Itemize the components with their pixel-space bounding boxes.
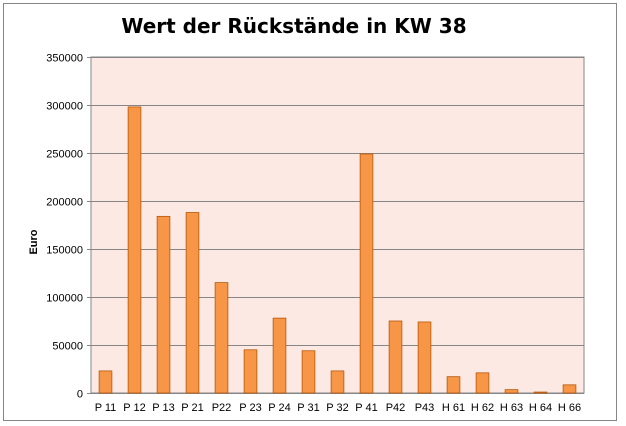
- bar: [243, 349, 258, 394]
- chart-title: Wert der Rückstände in KW 38: [121, 14, 467, 38]
- plot-area: [90, 56, 585, 394]
- y-tick-label: 150000: [46, 245, 83, 257]
- bar: [185, 212, 200, 394]
- y-axis-label: Euro: [28, 229, 40, 254]
- x-tick-label: P 24: [268, 402, 290, 414]
- y-tick-label: 50000: [52, 341, 83, 353]
- y-tick-label: 300000: [46, 101, 83, 113]
- bar: [533, 391, 548, 394]
- bar: [98, 370, 113, 394]
- x-tick-label: P 32: [326, 402, 348, 414]
- x-tick-label: P 11: [95, 402, 117, 414]
- bar: [359, 153, 374, 394]
- x-tick-label: P 13: [152, 402, 174, 414]
- x-tick-label: P 21: [181, 402, 203, 414]
- bar: [388, 320, 403, 394]
- bar: [156, 215, 171, 394]
- bar: [504, 389, 519, 394]
- bar: [475, 372, 490, 394]
- y-tick-label: 350000: [46, 53, 83, 65]
- y-tick-label: 250000: [46, 149, 83, 161]
- y-tick-label: 0: [77, 389, 83, 401]
- x-tick-label: H 62: [471, 402, 494, 414]
- x-tick-label: H 61: [442, 402, 465, 414]
- x-tick-label: P 31: [297, 402, 319, 414]
- x-tick-label: H 63: [500, 402, 523, 414]
- x-tick-label: P22: [212, 402, 232, 414]
- x-tick-label: P 23: [239, 402, 261, 414]
- x-tick-label: P 41: [355, 402, 377, 414]
- bar: [127, 106, 142, 394]
- bar: [272, 317, 287, 394]
- bar-chart: 0 50000 100000 150000 200000 250000 300000 3500…: [28, 53, 585, 414]
- bar: [417, 321, 432, 394]
- x-tick-label: P 12: [123, 402, 145, 414]
- x-tick-label: P43: [415, 402, 435, 414]
- bar: [562, 384, 577, 394]
- chart-area: Wert der Rückstände in KW 38 0 50000 10000…: [3, 3, 617, 421]
- bar: [330, 370, 345, 394]
- bar: [301, 350, 316, 394]
- x-tick-label: H 66: [558, 402, 581, 414]
- y-tick-label: 200000: [46, 197, 83, 209]
- bar: [214, 282, 229, 394]
- x-tick-label: P42: [386, 402, 406, 414]
- bar: [446, 376, 461, 394]
- x-tick-label: H 64: [529, 402, 552, 414]
- y-tick-label: 100000: [46, 293, 83, 305]
